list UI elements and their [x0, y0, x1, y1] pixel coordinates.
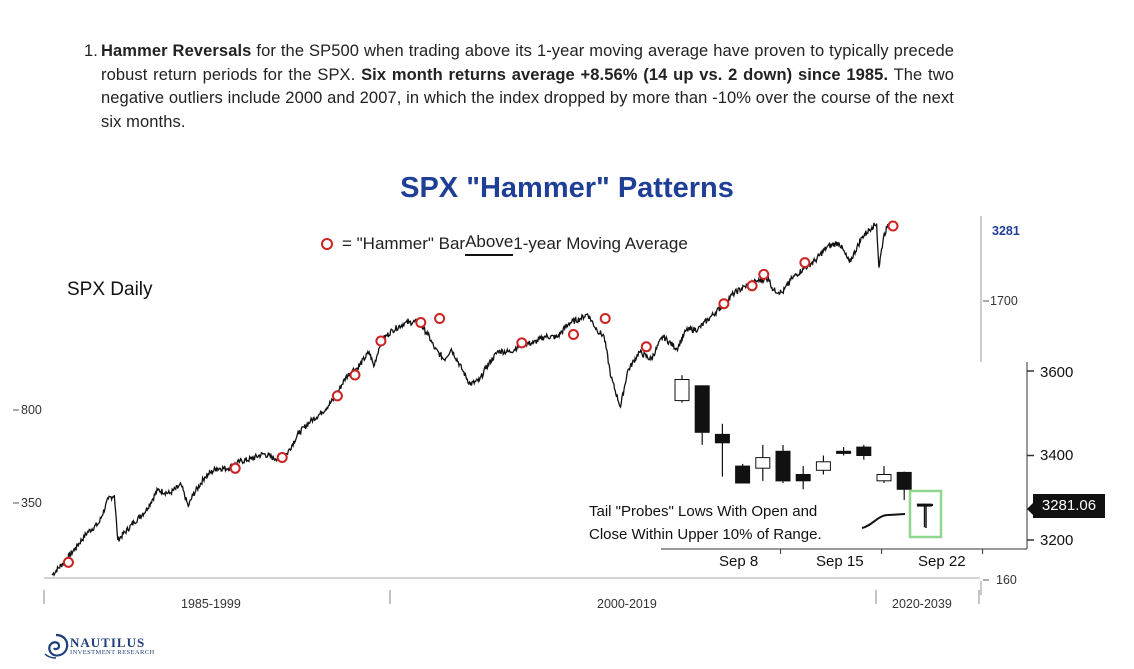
- hammer-marker-4: [331, 390, 343, 402]
- era-label-1985: 1985-1999: [181, 597, 241, 611]
- hammer-marker-9: [516, 337, 528, 349]
- hammer-marker-11: [599, 313, 611, 324]
- candle-body-1: [674, 379, 690, 402]
- note-body: Hammer Reversals for the SP500 when trad…: [101, 40, 954, 134]
- hammer-marker-6: [375, 335, 387, 347]
- candle-body-4: [735, 465, 751, 484]
- candle-body-8: [815, 461, 831, 471]
- note-number: 1.: [84, 42, 98, 60]
- note-text-1: for the SP500 when trading above its 1-y…: [101, 42, 955, 84]
- ytick-160: 160: [996, 573, 1017, 587]
- hammer-marker-5: [349, 369, 361, 381]
- inset-annotation-line1: Tail "Probes" Lows With Open and: [589, 503, 818, 520]
- inset-xtick-sep8: Sep 8: [719, 553, 759, 570]
- logo-name: NAUTILUS: [70, 634, 146, 650]
- legend-text-before: = "Hammer" Bar: [342, 234, 466, 253]
- inset-last-value: 3281.06: [1033, 494, 1105, 518]
- hammer-marker-8: [434, 313, 446, 324]
- note-text-2: The two negative outliers include 2000 a…: [101, 65, 954, 131]
- inset-xtick-sep22: Sep 22: [918, 553, 966, 570]
- candle-body-12: [896, 471, 912, 490]
- candle-body-5: [755, 457, 771, 469]
- main-last-value: 3281: [992, 224, 1020, 238]
- ytick-800: 800: [21, 403, 42, 417]
- chart-legend: = "Hammer" Bar Above 1-year Moving Avera…: [321, 232, 688, 256]
- hammer-marker-17: [887, 220, 899, 232]
- legend-text-underlined: Above: [465, 232, 514, 256]
- candle-body-2: [694, 385, 710, 433]
- hammer-marker-3: [276, 452, 288, 463]
- annotation-arrow: [861, 513, 906, 529]
- candle-body-11: [876, 474, 892, 482]
- main-axis-lines: [13, 216, 989, 595]
- era-label-2000: 2000-2019: [597, 597, 657, 611]
- candle-body-10: [856, 446, 872, 457]
- nautilus-shell-icon: [44, 633, 69, 659]
- inset-last-pointer: [1027, 503, 1033, 515]
- ytick-350: 350: [21, 496, 42, 510]
- inset-annotation: Tail "Probes" Lows With Open and Close W…: [589, 500, 822, 546]
- hammer-marker-15: [758, 268, 770, 280]
- inset-ytick-3600: 3600: [1040, 364, 1074, 381]
- series-label: SPX Daily: [67, 279, 153, 300]
- hammer-marker-16: [799, 257, 811, 269]
- x-tick-marks: [43, 590, 980, 604]
- hammer-highlight-box: [908, 489, 943, 539]
- inset-xtick-sep15: Sep 15: [816, 553, 864, 570]
- commentary-note: 1. Hammer Reversals for the SP500 when t…: [84, 40, 954, 134]
- hammer-marker-13: [718, 298, 730, 310]
- hammer-marker-10: [568, 329, 579, 340]
- hammer-marker-14: [746, 280, 758, 292]
- note-bold-mid: Six month returns average +8.56% (14 up …: [361, 65, 889, 84]
- candle-body-3: [714, 433, 730, 444]
- candle-body-6: [775, 450, 791, 482]
- legend-text-after: 1-year Moving Average: [513, 234, 688, 253]
- candle-body-7: [795, 474, 811, 482]
- candle-body-9: [836, 450, 852, 454]
- logo-sub: INVESTMENT RESEARCH: [70, 648, 155, 656]
- inset-annotation-line2: Close Within Upper 10% of Range.: [589, 526, 822, 543]
- hammer-marker-icon: [321, 238, 333, 250]
- chart-title: SPX "Hammer" Patterns: [400, 172, 734, 204]
- nautilus-logo: NAUTILUS INVESTMENT RESEARCH: [42, 632, 155, 660]
- hammer-marker-1: [62, 556, 74, 568]
- era-label-2020: 2020-2039: [892, 597, 952, 611]
- inset-ytick-3200: 3200: [1040, 532, 1074, 549]
- hammer-marker-7: [415, 317, 427, 328]
- inset-candlestick-chart: [661, 362, 1034, 554]
- hammer-markers: [62, 220, 899, 568]
- note-bold-lead: Hammer Reversals: [101, 42, 252, 60]
- hammer-marker-12: [640, 341, 652, 353]
- inset-x-tick-marks: [780, 549, 984, 554]
- ytick-1700: 1700: [990, 294, 1018, 308]
- inset-ytick-3400: 3400: [1040, 447, 1074, 464]
- hammer-marker-2: [229, 462, 241, 474]
- inset-y-tick-marks: [1027, 370, 1034, 541]
- candles: [674, 375, 932, 528]
